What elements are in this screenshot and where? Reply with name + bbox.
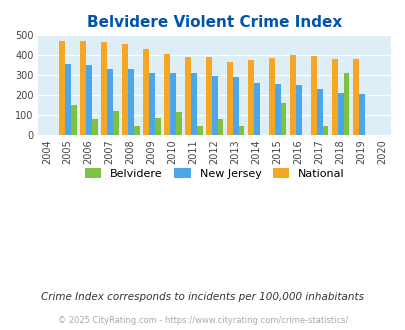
Bar <box>148 73 154 135</box>
Bar <box>190 73 196 135</box>
Text: © 2025 CityRating.com - https://www.cityrating.com/crime-statistics/: © 2025 CityRating.com - https://www.city… <box>58 316 347 325</box>
Bar <box>92 119 97 135</box>
Bar <box>331 59 337 135</box>
Bar <box>352 59 358 135</box>
Bar <box>70 105 77 135</box>
Title: Belvidere Violent Crime Index: Belvidere Violent Crime Index <box>87 15 341 30</box>
Bar <box>211 77 217 135</box>
Legend: Belvidere, New Jersey, National: Belvidere, New Jersey, National <box>80 164 348 183</box>
Bar <box>289 55 295 135</box>
Bar <box>226 61 232 135</box>
Bar <box>274 84 280 135</box>
Bar <box>295 85 301 135</box>
Bar <box>59 41 65 135</box>
Bar <box>316 89 322 135</box>
Bar <box>128 69 133 135</box>
Bar <box>280 103 286 135</box>
Bar <box>80 41 85 135</box>
Bar <box>107 69 113 135</box>
Bar <box>184 57 190 135</box>
Bar <box>268 58 274 135</box>
Bar <box>322 126 328 135</box>
Bar <box>133 126 139 135</box>
Bar <box>217 119 223 135</box>
Bar <box>164 54 169 135</box>
Bar <box>175 112 181 135</box>
Bar <box>154 118 160 135</box>
Bar <box>113 111 118 135</box>
Bar <box>253 83 259 135</box>
Bar <box>238 126 244 135</box>
Bar <box>337 93 343 135</box>
Bar <box>143 49 148 135</box>
Bar <box>310 56 316 135</box>
Bar <box>101 42 107 135</box>
Text: Crime Index corresponds to incidents per 100,000 inhabitants: Crime Index corresponds to incidents per… <box>41 292 364 302</box>
Bar <box>65 64 70 135</box>
Bar <box>169 73 175 135</box>
Bar <box>205 57 211 135</box>
Bar <box>232 78 238 135</box>
Bar <box>85 65 92 135</box>
Bar <box>122 44 128 135</box>
Bar <box>343 73 349 135</box>
Bar <box>196 126 202 135</box>
Bar <box>247 59 253 135</box>
Bar <box>358 93 364 135</box>
